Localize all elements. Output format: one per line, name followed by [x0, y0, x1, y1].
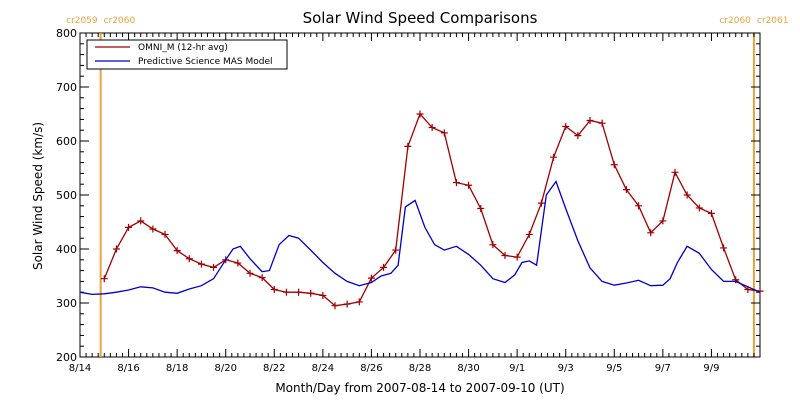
data-point: [513, 253, 521, 261]
x-tick-label: 9/9: [703, 363, 719, 374]
y-tick-label: 600: [56, 135, 77, 148]
data-point: [489, 241, 497, 249]
legend: OMNI_M (12-hr avg) Predictive Science MA…: [86, 39, 288, 70]
data-point: [707, 209, 715, 217]
data-point: [282, 288, 290, 296]
data-point: [562, 122, 570, 130]
data-point: [210, 263, 218, 271]
data-point: [586, 116, 594, 124]
y-tick-label: 700: [56, 81, 77, 94]
x-axis: 8/14 8/16 8/18 8/20 8/22 8/24 8/26 8/28 8/30 9/1 9…: [69, 33, 755, 374]
data-point: [622, 186, 630, 194]
x-tick-label: 9/1: [509, 363, 525, 374]
data-point: [695, 204, 703, 212]
x-tick-label: 8/28: [409, 363, 431, 374]
legend-box: [86, 39, 288, 70]
data-point: [234, 259, 242, 267]
data-point: [125, 223, 133, 231]
data-point: [112, 245, 120, 253]
data-point: [367, 274, 375, 282]
x-tick-label: 9/5: [606, 363, 622, 374]
y-tick-label: 500: [56, 189, 77, 202]
y-tick-label: 400: [56, 243, 77, 256]
data-point: [635, 202, 643, 210]
legend-label-mas: Predictive Science MAS Model: [138, 57, 273, 67]
data-point: [149, 225, 157, 233]
data-point: [392, 246, 400, 254]
data-point: [550, 153, 558, 161]
carrington-label-right: cr2060: [104, 16, 136, 26]
data-point: [161, 230, 169, 238]
data-point: [440, 129, 448, 137]
x-tick-label: 8/14: [69, 363, 91, 374]
data-point: [659, 217, 667, 225]
data-point: [100, 275, 108, 283]
data-point: [173, 247, 181, 255]
data-point: [258, 274, 266, 282]
data-point: [501, 251, 509, 259]
data-point: [416, 110, 424, 118]
data-point: [355, 298, 363, 306]
data-point: [428, 124, 436, 131]
data-point: [537, 199, 545, 207]
carrington-label-left: cr2059: [66, 16, 98, 26]
data-point: [331, 302, 339, 310]
data-point: [610, 161, 618, 169]
x-tick-label: 8/18: [166, 363, 188, 374]
data-point: [380, 263, 388, 271]
data-point: [477, 205, 485, 212]
plot-frame: [79, 32, 761, 358]
y-axis: 200 300 400 500 600 700 800: [56, 27, 760, 364]
series-line-1: [79, 180, 761, 296]
data-point: [137, 217, 145, 225]
x-tick-label: 9/7: [655, 363, 671, 374]
data-point: [270, 286, 278, 293]
data-point: [720, 244, 728, 252]
y-axis-label: Solar Wind Speed (km/s): [31, 122, 45, 270]
data-point: [319, 291, 327, 299]
x-tick-label: 8/30: [457, 363, 479, 374]
data-point: [246, 269, 254, 277]
x-tick-label: 8/20: [214, 363, 236, 374]
data-point: [465, 181, 473, 189]
data-point: [683, 191, 691, 199]
data-point: [452, 179, 460, 187]
data-point: [525, 230, 533, 238]
data-point: [647, 229, 655, 237]
series-line-0: [103, 112, 761, 307]
y-tick-label: 300: [56, 297, 77, 310]
data-point: [671, 168, 679, 176]
x-tick-label: 8/24: [312, 363, 334, 374]
chart-title: Solar Wind Speed Comparisons: [303, 9, 538, 27]
legend-label-omni: OMNI_M (12-hr avg): [138, 43, 228, 53]
x-tick-label: 8/22: [263, 363, 285, 374]
data-point: [185, 255, 193, 263]
data-point: [307, 289, 315, 297]
y-tick-label: 200: [56, 351, 77, 364]
data-point: [343, 300, 351, 308]
x-tick-label: 9/3: [558, 363, 574, 374]
data-point: [404, 142, 412, 150]
x-tick-label: 8/26: [360, 363, 382, 374]
x-axis-label: Month/Day from 2007-08-14 to 2007-09-10 …: [275, 381, 564, 395]
series-layer: [79, 110, 764, 310]
data-point: [598, 119, 606, 127]
carrington-label-left: cr2060: [719, 16, 751, 26]
data-point: [197, 260, 205, 268]
carrington-label-right: cr2061: [757, 16, 789, 26]
y-tick-label: 800: [56, 27, 77, 40]
data-point: [574, 132, 582, 140]
x-tick-label: 8/16: [117, 363, 139, 374]
data-point: [295, 288, 303, 296]
